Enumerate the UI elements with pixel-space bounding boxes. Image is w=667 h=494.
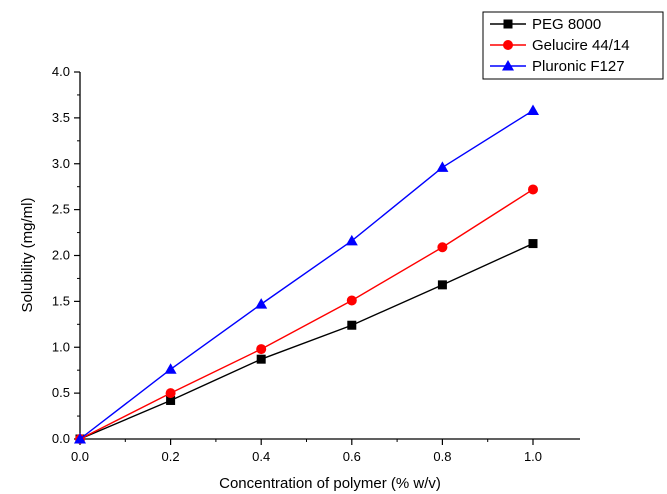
x-tick-label: 0.8 (433, 449, 451, 464)
data-point (346, 295, 357, 306)
y-tick-label: 0.5 (52, 385, 70, 400)
data-point (528, 184, 538, 195)
x-axis-title: Concentration of polymer (% w/v) (219, 475, 441, 492)
data-point (347, 320, 357, 330)
legend-label: Pluronic F127 (532, 58, 625, 75)
x-tick-label: 0.0 (71, 449, 89, 464)
data-point (437, 280, 447, 290)
data-point (255, 298, 268, 309)
series-line (79, 188, 534, 440)
series-line (79, 242, 534, 440)
y-tick-label: 2.0 (52, 248, 70, 263)
x-tick-label: 1.0 (524, 449, 542, 464)
plot-area: 0.0 0.2 0.4 0.6 0.8 1.0 0.0 0.5 1.0 1.5 2.0 2.5 3.0… (52, 64, 580, 464)
x-tick-label: 0.2 (162, 449, 180, 464)
series-pluronic-f127 (74, 104, 539, 444)
x-tick-label: 0.4 (252, 449, 270, 464)
legend-marker (503, 40, 513, 50)
legend-box (482, 11, 664, 80)
legend-marker (503, 19, 513, 29)
x-ticks: 0.0 0.2 0.4 0.6 0.8 1.0 (71, 439, 542, 464)
y-tick-label: 4.0 (52, 64, 70, 79)
data-point (256, 344, 267, 355)
y-axis-title: Solubility (mg/ml) (19, 197, 36, 312)
data-point (164, 363, 177, 374)
y-tick-label: 0.0 (52, 431, 70, 446)
data-point (527, 104, 539, 116)
data-point (166, 395, 176, 405)
y-tick-label: 3.0 (52, 156, 70, 171)
legend-label: PEG 8000 (532, 16, 601, 33)
y-tick-label: 1.5 (52, 293, 70, 308)
data-point (436, 161, 449, 172)
data-point (437, 242, 448, 253)
y-ticks: 0.0 0.5 1.0 1.5 2.0 2.5 3.0 3.5 4.0 (52, 64, 80, 446)
data-point (74, 433, 86, 444)
legend-label: Gelucire 44/14 (532, 37, 630, 54)
y-tick-label: 3.5 (52, 110, 70, 125)
x-tick-label: 0.6 (343, 449, 361, 464)
y-tick-label: 1.0 (52, 339, 70, 354)
data-point (165, 388, 176, 399)
data-point (345, 234, 358, 246)
series-peg-8000 (75, 239, 538, 444)
data-point (528, 239, 538, 249)
legend: PEG 8000 Gelucire 44/14 Pluronic F127 (482, 11, 664, 80)
y-tick-label: 2.5 (52, 202, 70, 217)
series-line (79, 109, 534, 440)
legend-marker (502, 60, 514, 71)
series-gelucire-44-14 (75, 184, 538, 444)
series-layer (74, 104, 539, 444)
data-point (256, 354, 266, 364)
